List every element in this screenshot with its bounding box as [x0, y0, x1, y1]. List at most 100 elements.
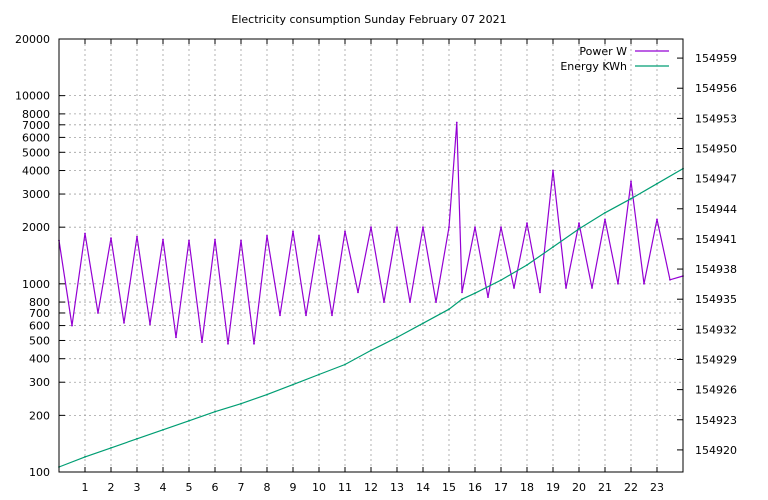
- x-tick-label: 6: [212, 481, 219, 494]
- data-point-energy-kwh: [500, 279, 502, 281]
- data-point-power-w: [123, 322, 125, 324]
- data-point-energy-kwh: [136, 437, 138, 440]
- data-point-energy-kwh: [266, 393, 268, 396]
- x-tick-label: 13: [390, 481, 404, 494]
- x-tick-label: 23: [650, 481, 664, 494]
- data-point-energy-kwh: [84, 456, 86, 458]
- data-point-power-w: [240, 239, 242, 242]
- y-tick-label: 3000: [22, 188, 50, 201]
- data-point-power-w: [266, 234, 268, 237]
- y-tick-label: 8000: [22, 108, 50, 121]
- y2-tick-label: 154929: [695, 353, 737, 366]
- data-point-energy-kwh: [656, 182, 658, 185]
- y-tick-label: 400: [29, 353, 50, 366]
- data-point-power-w: [84, 232, 86, 235]
- legend: Power W Energy KWh: [560, 45, 669, 73]
- data-point-energy-kwh: [318, 373, 320, 376]
- data-point-power-w: [188, 239, 190, 242]
- y2-tick-label: 154947: [695, 173, 737, 186]
- y-tick-label: 500: [29, 334, 50, 347]
- x-tick-label: 20: [572, 481, 586, 494]
- y2-tick-label: 154920: [695, 444, 737, 457]
- data-point-power-w: [643, 282, 645, 285]
- data-point-power-w: [526, 222, 528, 225]
- data-point-power-w: [305, 314, 307, 317]
- data-point-power-w: [500, 226, 502, 229]
- data-point-energy-kwh: [474, 292, 476, 295]
- chart-title: Electricity consumption Sunday February …: [231, 13, 506, 26]
- x-tick-label: 2: [108, 481, 115, 494]
- y2-tick-label: 154956: [695, 82, 737, 95]
- x-tick-label: 22: [624, 481, 638, 494]
- data-point-energy-kwh: [578, 228, 580, 230]
- data-point-energy-kwh: [292, 383, 294, 386]
- data-point-power-w: [487, 296, 489, 298]
- x-tick-label: 10: [312, 481, 326, 494]
- data-point-energy-kwh: [604, 211, 606, 214]
- y2-tick-label: 154950: [695, 143, 737, 156]
- data-point-power-w: [71, 324, 73, 327]
- data-point-energy-kwh: [461, 298, 463, 301]
- data-point-power-w: [201, 341, 203, 343]
- data-point-power-w: [383, 301, 385, 303]
- data-point-power-w: [630, 180, 632, 183]
- data-point-power-w: [279, 314, 281, 317]
- series-line-power-w: [58, 122, 684, 344]
- data-point-power-w: [591, 287, 593, 289]
- data-point-energy-kwh: [344, 363, 346, 366]
- data-point-power-w: [331, 314, 333, 317]
- x-tick-label: 16: [468, 481, 482, 494]
- y-tick-label: 5000: [22, 146, 50, 159]
- data-point-power-w: [344, 230, 346, 233]
- data-point-power-w: [565, 287, 567, 289]
- x-tick-label: 12: [364, 481, 378, 494]
- y2-tick-label: 154935: [695, 293, 737, 306]
- y2-tick-label: 154926: [695, 384, 737, 397]
- axes: 1 2 3 4 5 6 7 8 9 10 11 12 13 14 15 16 17 18 19 20 21 22 23100…: [15, 33, 737, 494]
- data-point-power-w: [214, 238, 216, 241]
- data-point-energy-kwh: [370, 349, 372, 352]
- data-point-power-w: [292, 230, 294, 233]
- y-tick-label: 6000: [22, 131, 50, 144]
- y-tick-label: 700: [29, 307, 50, 320]
- x-tick-label: 15: [442, 481, 456, 494]
- data-point-power-w: [513, 287, 515, 289]
- legend-label: Energy KWh: [560, 60, 627, 73]
- data-point-energy-kwh: [448, 308, 450, 311]
- data-point-power-w: [617, 282, 619, 285]
- data-point-power-w: [604, 218, 606, 221]
- y2-tick-label: 154938: [695, 263, 737, 276]
- data-point-power-w: [656, 218, 658, 221]
- y-tick-label: 7000: [22, 119, 50, 132]
- x-tick-label: 9: [290, 481, 297, 494]
- data-point-power-w: [149, 323, 151, 326]
- data-point-energy-kwh: [422, 322, 424, 325]
- data-point-power-w: [539, 291, 541, 294]
- y-tick-label: 20000: [15, 33, 50, 46]
- data-point-power-w: [669, 278, 671, 281]
- data-point-energy-kwh: [188, 419, 190, 422]
- plot-area: [58, 121, 684, 468]
- x-tick-label: 19: [546, 481, 560, 494]
- y-tick-label: 10000: [15, 90, 50, 103]
- x-tick-label: 14: [416, 481, 430, 494]
- data-point-power-w: [409, 301, 411, 303]
- data-point-power-w: [110, 237, 112, 240]
- x-tick-label: 1: [82, 481, 89, 494]
- data-point-power-w: [97, 312, 99, 314]
- y-tick-label: 2000: [22, 221, 50, 234]
- data-point-energy-kwh: [552, 246, 554, 248]
- y-tick-label: 100: [29, 466, 50, 479]
- data-point-power-w: [227, 342, 229, 345]
- y-tick-label: 1000: [22, 278, 50, 291]
- data-point-power-w: [455, 121, 458, 124]
- series-line-energy-kwh: [58, 168, 684, 468]
- y2-tick-label: 154953: [695, 112, 737, 125]
- data-point-power-w: [175, 336, 177, 339]
- data-point-power-w: [318, 234, 320, 237]
- y2-tick-label: 154932: [695, 323, 737, 336]
- y-tick-label: 300: [29, 376, 50, 389]
- data-point-energy-kwh: [240, 402, 242, 405]
- data-point-power-w: [435, 301, 437, 303]
